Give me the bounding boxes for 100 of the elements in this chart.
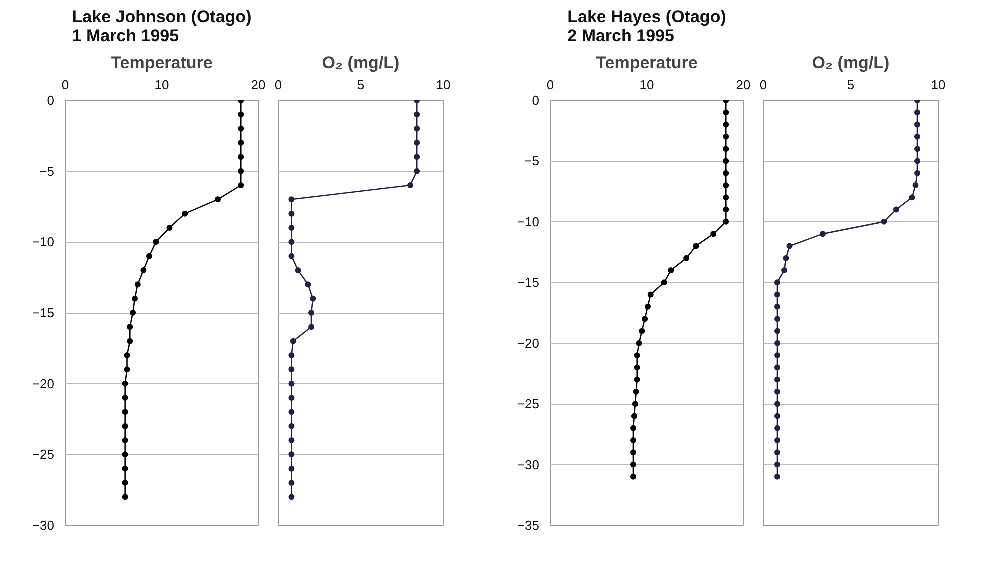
point — [774, 316, 780, 322]
point — [630, 438, 636, 444]
point — [912, 182, 919, 188]
point — [238, 154, 244, 160]
point — [238, 112, 244, 118]
point — [774, 450, 780, 456]
point — [723, 170, 730, 176]
point — [668, 268, 674, 274]
point — [774, 413, 780, 420]
point — [408, 182, 414, 188]
point — [238, 140, 244, 146]
y-tick-label: −10 — [517, 214, 540, 230]
point — [639, 328, 646, 334]
point — [288, 210, 295, 217]
x-tick-label: 10 — [154, 78, 170, 92]
point — [881, 218, 888, 225]
point — [710, 231, 717, 238]
x-tick-label: 5 — [357, 78, 365, 92]
point — [127, 324, 134, 330]
y-tick-label: −30 — [517, 457, 540, 472]
point — [122, 423, 128, 430]
point — [634, 352, 640, 358]
point — [632, 401, 638, 408]
point — [122, 494, 128, 500]
point — [723, 182, 730, 188]
point — [130, 310, 136, 316]
point — [648, 292, 654, 298]
x-tick-label: 0 — [274, 78, 282, 92]
point — [894, 206, 900, 213]
point — [774, 388, 780, 395]
point — [127, 338, 134, 344]
point — [140, 268, 147, 274]
chart-title: Lake Johnson (Otago) 1 March 1995 — [72, 8, 252, 46]
point — [414, 112, 420, 118]
point — [914, 110, 920, 116]
point — [774, 304, 780, 310]
y-tick-label: −5 — [40, 164, 55, 179]
point — [288, 253, 295, 260]
point — [786, 243, 793, 250]
point — [146, 253, 152, 260]
point — [134, 282, 141, 288]
y-tick-label: −35 — [517, 518, 540, 533]
x-tick-label: 5 — [847, 78, 855, 92]
x-tick-label: 20 — [736, 78, 751, 92]
x-tick-label: 10 — [640, 78, 654, 92]
point — [288, 438, 295, 444]
point — [633, 388, 640, 395]
point — [723, 194, 730, 201]
point — [774, 401, 780, 408]
point — [238, 126, 244, 132]
point — [305, 282, 312, 288]
point — [774, 474, 780, 480]
point — [636, 340, 642, 346]
point — [122, 480, 128, 486]
y-tick-label: −25 — [32, 447, 55, 462]
x-axis-title: O₂ (mg/L) — [812, 54, 890, 72]
point — [914, 134, 920, 140]
y-tick-label: −15 — [517, 275, 540, 290]
point — [414, 140, 420, 146]
chart-title: Lake Hayes (Otago) 2 March 1995 — [568, 8, 726, 46]
point — [774, 376, 780, 383]
point — [909, 194, 916, 201]
point — [288, 409, 295, 416]
y-tick-label: 0 — [47, 93, 55, 108]
point — [122, 452, 128, 458]
point — [288, 452, 295, 458]
x-axis-title: Temperature — [596, 54, 698, 72]
x-tick-label: 0 — [546, 78, 554, 92]
point — [288, 366, 295, 373]
point — [820, 231, 826, 238]
x-axis-title: Temperature — [111, 54, 213, 72]
y-tick-label: −15 — [32, 306, 55, 320]
point — [684, 255, 690, 262]
point — [774, 280, 780, 286]
point — [774, 340, 780, 346]
point — [166, 225, 173, 231]
point — [288, 466, 295, 472]
point — [122, 438, 128, 444]
point — [644, 304, 651, 310]
point — [238, 168, 244, 174]
point — [122, 395, 128, 401]
point — [723, 134, 730, 140]
point — [153, 239, 160, 246]
point — [310, 296, 316, 302]
point — [723, 158, 730, 164]
y-tick-label: −5 — [524, 154, 540, 169]
y-tick-label: −30 — [32, 518, 55, 533]
point — [288, 239, 295, 246]
point — [122, 466, 128, 472]
point — [288, 352, 295, 358]
x-tick-label: 20 — [251, 78, 266, 92]
point — [414, 126, 420, 132]
point — [122, 409, 128, 416]
point — [661, 280, 668, 286]
point — [308, 310, 314, 316]
y-tick-label: −20 — [517, 336, 540, 351]
point — [782, 268, 788, 274]
point — [693, 243, 700, 250]
point — [124, 352, 130, 358]
point — [914, 146, 920, 152]
